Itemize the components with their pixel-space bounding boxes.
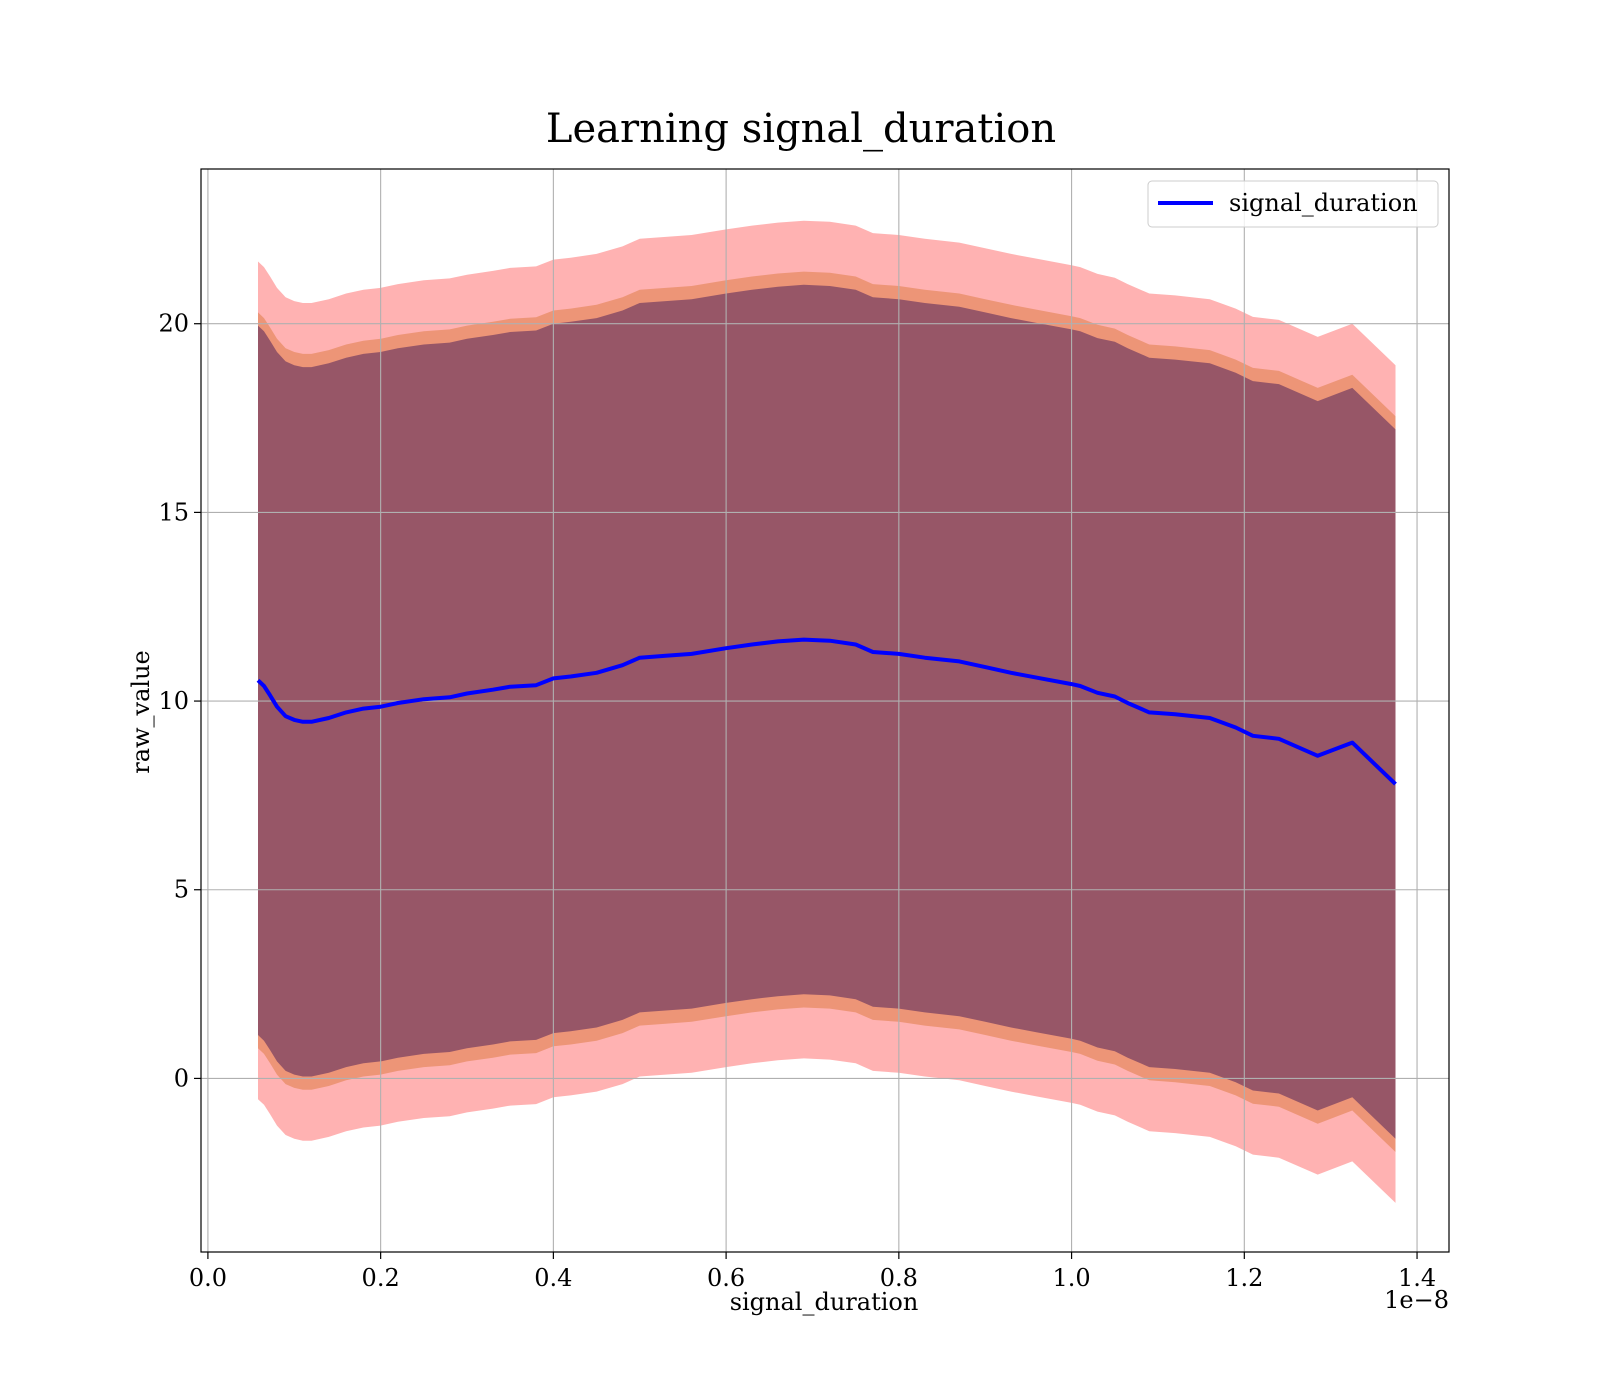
plot-frame xyxy=(200,168,1450,1253)
x-tick-label: 1.0 xyxy=(1052,1264,1090,1292)
y-tick-label: 20 xyxy=(158,310,189,338)
y-tick-label: 0 xyxy=(174,1064,189,1092)
band-2 xyxy=(258,284,1396,1139)
grid-layer xyxy=(201,169,1449,1252)
x-tick-label: 0.0 xyxy=(189,1264,227,1292)
x-axis-offset-label: 1e−8 xyxy=(1384,1286,1449,1314)
y-axis-label: raw_value xyxy=(127,650,155,774)
band-1 xyxy=(258,271,1396,1153)
x-tick-label: 0.6 xyxy=(707,1264,745,1292)
legend-box xyxy=(1147,180,1439,228)
x-tick-label: 1.2 xyxy=(1225,1264,1263,1292)
series-line xyxy=(256,637,1397,786)
chart-title: Learning signal_duration xyxy=(546,106,1056,152)
y-tick-label: 10 xyxy=(158,687,189,715)
band-0 xyxy=(258,220,1396,1203)
x-tick-label: 1.4 xyxy=(1398,1264,1436,1292)
x-tick-label: 0.2 xyxy=(362,1264,400,1292)
x-axis: 0.0 0.2 0.4 0.6 0.8 1.0 1.2 1.4 xyxy=(189,1252,1436,1292)
x-axis-label: signal_duration xyxy=(730,1288,919,1316)
bands-layer xyxy=(258,220,1396,1203)
y-axis: 0 5 10 15 20 xyxy=(158,310,201,1092)
y-tick-label: 5 xyxy=(174,876,189,904)
y-tick-label: 15 xyxy=(158,498,189,526)
legend-label: signal_duration xyxy=(1229,189,1418,217)
x-tick-label: 0.8 xyxy=(880,1264,918,1292)
series-layer xyxy=(256,637,1397,786)
x-tick-label: 0.4 xyxy=(534,1264,572,1292)
legend: signal_duration xyxy=(1147,180,1439,228)
